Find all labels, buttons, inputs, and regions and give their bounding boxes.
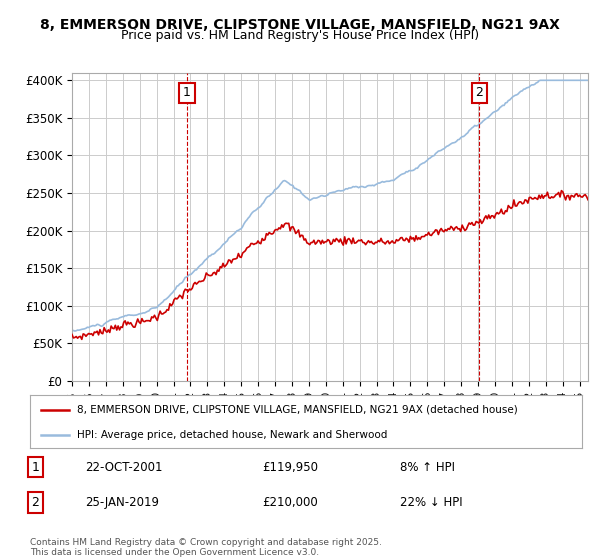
Text: 2: 2 bbox=[32, 496, 40, 509]
Text: 8, EMMERSON DRIVE, CLIPSTONE VILLAGE, MANSFIELD, NG21 9AX (detached house): 8, EMMERSON DRIVE, CLIPSTONE VILLAGE, MA… bbox=[77, 405, 518, 415]
Text: 8% ↑ HPI: 8% ↑ HPI bbox=[400, 461, 455, 474]
Text: 25-JAN-2019: 25-JAN-2019 bbox=[85, 496, 159, 509]
Text: 8, EMMERSON DRIVE, CLIPSTONE VILLAGE, MANSFIELD, NG21 9AX: 8, EMMERSON DRIVE, CLIPSTONE VILLAGE, MA… bbox=[40, 18, 560, 32]
Text: £210,000: £210,000 bbox=[262, 496, 317, 509]
Text: 1: 1 bbox=[183, 86, 191, 99]
Text: Price paid vs. HM Land Registry's House Price Index (HPI): Price paid vs. HM Land Registry's House … bbox=[121, 29, 479, 42]
Text: 22-OCT-2001: 22-OCT-2001 bbox=[85, 461, 163, 474]
Text: 1: 1 bbox=[32, 461, 40, 474]
Text: HPI: Average price, detached house, Newark and Sherwood: HPI: Average price, detached house, Newa… bbox=[77, 430, 387, 440]
Text: £119,950: £119,950 bbox=[262, 461, 318, 474]
Text: 2: 2 bbox=[475, 86, 483, 99]
Text: 22% ↓ HPI: 22% ↓ HPI bbox=[400, 496, 463, 509]
Text: Contains HM Land Registry data © Crown copyright and database right 2025.
This d: Contains HM Land Registry data © Crown c… bbox=[30, 538, 382, 557]
